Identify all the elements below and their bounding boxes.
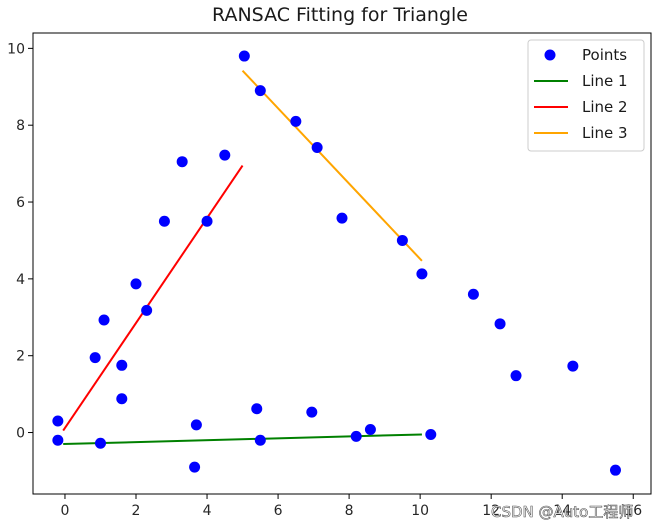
scatter-point [306,406,318,418]
scatter-point [189,461,201,473]
scatter-point [609,464,621,476]
y-tick-label: 0 [16,426,25,442]
y-tick-label: 10 [7,41,25,57]
scatter-point [52,415,64,427]
scatter-point [94,437,106,449]
scatter-point [219,149,231,161]
scatter-point [425,428,437,440]
scatter-point [396,234,408,246]
scatter-point [251,403,263,415]
scatter-point [116,359,128,371]
scatter-point [290,115,302,127]
line-3 [241,69,423,262]
legend-label-line-1: Line 1 [582,72,628,90]
x-tick-label: 0 [61,503,70,519]
legend-box [527,39,645,152]
scatter-point [510,370,522,382]
legend-marker-points [544,49,556,61]
scatter-point [311,141,323,153]
legend-label-line-3: Line 3 [582,124,628,142]
y-tick-label: 2 [16,349,25,365]
legend-label-line-2: Line 2 [582,98,628,116]
scatter-point [416,268,428,280]
scatter-point [158,215,170,227]
x-axis: 0 2 4 6 8 10 12 14 16 [61,494,642,519]
scatter-point [141,304,153,316]
x-tick-label: 4 [203,503,212,519]
scatter-point [567,360,579,372]
y-axis: 0 2 4 6 8 10 [7,41,33,442]
scatter-points [52,50,621,476]
y-tick-label: 8 [16,118,25,134]
scatter-point [238,50,250,62]
y-tick-label: 4 [16,272,25,288]
scatter-point [89,352,101,364]
x-tick-label: 2 [132,503,141,519]
x-tick-label: 12 [482,503,500,519]
scatter-point [254,434,266,446]
x-tick-label: 8 [345,503,354,519]
x-tick-label: 10 [411,503,429,519]
scatter-point [494,318,506,330]
scatter-point [201,215,213,227]
fitted-lines [62,69,423,446]
x-tick-label: 16 [624,503,642,519]
scatter-point [190,419,202,431]
scatter-point [254,85,266,97]
x-tick-label: 14 [553,503,571,519]
scatter-point [130,278,142,290]
scatter-point [98,314,110,326]
scatter-point [467,288,479,300]
line-2 [62,164,244,432]
x-tick-label: 6 [274,503,283,519]
scatter-point [52,434,64,446]
scatter-point [350,430,362,442]
line-1 [63,433,422,446]
scatter-point [176,156,188,168]
y-tick-label: 6 [16,195,25,211]
chart-title: RANSAC Fitting for Triangle [212,4,468,26]
legend-label-points: Points [582,46,627,64]
legend: Points Line 1 Line 2 Line 3 [527,39,645,152]
watermark: CSDN @Auto工程师 [491,503,633,521]
scatter-point [364,423,376,435]
scatter-point [336,212,348,224]
scatter-point [116,393,128,405]
